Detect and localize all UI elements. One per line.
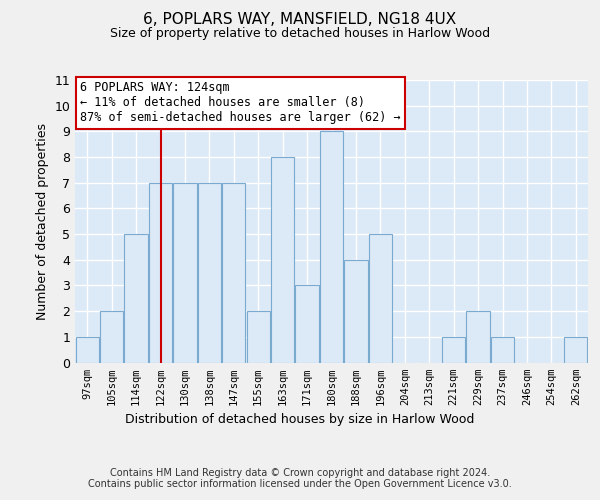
Bar	[491, 337, 514, 362]
Bar	[564, 337, 587, 362]
Text: Contains HM Land Registry data © Crown copyright and database right 2024.
Contai: Contains HM Land Registry data © Crown c…	[88, 468, 512, 489]
Bar	[442, 337, 465, 362]
Bar	[173, 182, 197, 362]
Text: 6, POPLARS WAY, MANSFIELD, NG18 4UX: 6, POPLARS WAY, MANSFIELD, NG18 4UX	[143, 12, 457, 28]
Bar	[222, 182, 245, 362]
Bar	[198, 182, 221, 362]
Bar	[76, 337, 99, 362]
Text: Distribution of detached houses by size in Harlow Wood: Distribution of detached houses by size …	[125, 412, 475, 426]
Bar	[271, 157, 294, 362]
Bar	[344, 260, 368, 362]
Bar	[247, 311, 270, 362]
Bar	[149, 182, 172, 362]
Bar	[320, 132, 343, 362]
Bar	[124, 234, 148, 362]
Bar	[295, 286, 319, 362]
Bar	[466, 311, 490, 362]
Bar	[100, 311, 123, 362]
Text: 6 POPLARS WAY: 124sqm
← 11% of detached houses are smaller (8)
87% of semi-detac: 6 POPLARS WAY: 124sqm ← 11% of detached …	[80, 82, 401, 124]
Bar	[369, 234, 392, 362]
Y-axis label: Number of detached properties: Number of detached properties	[36, 122, 49, 320]
Text: Size of property relative to detached houses in Harlow Wood: Size of property relative to detached ho…	[110, 28, 490, 40]
